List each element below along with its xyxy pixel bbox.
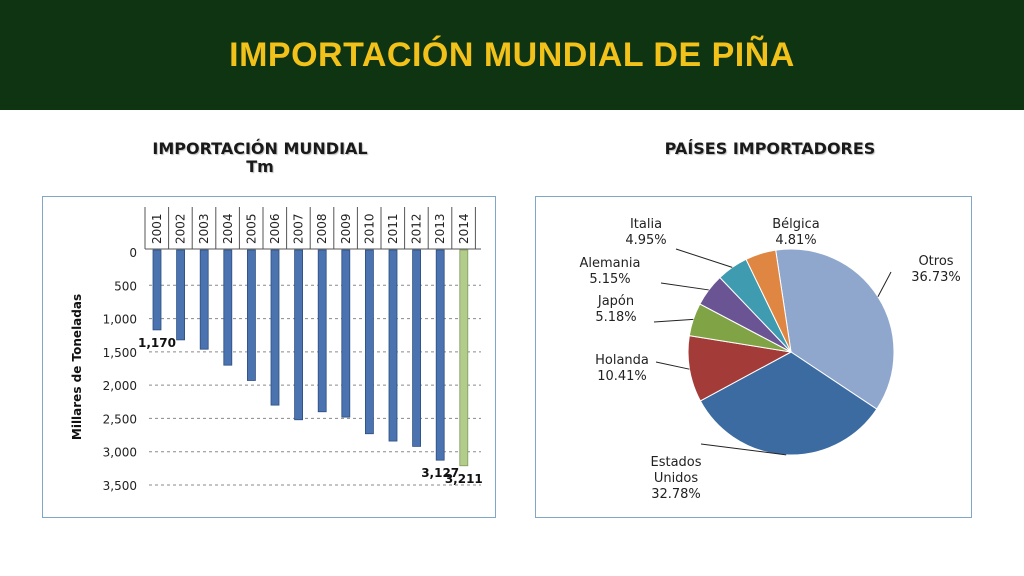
bar-2012 (412, 249, 422, 447)
leader-line (660, 282, 709, 291)
x-tick-label: 2008 (315, 213, 329, 244)
right-chart-subtitle: PAÍSES IMPORTADORES (664, 139, 876, 158)
x-tick-label: 2007 (292, 213, 306, 244)
y-tick-label: 1,500 (103, 346, 137, 360)
bar-2004 (223, 249, 233, 366)
bar-chart-panel: 0 500 1,000 1,500 2,000 2,500 3,000 3,500 2001 20… (42, 196, 496, 518)
bar-2007 (294, 249, 304, 421)
pie-slice-otros (775, 248, 895, 410)
bar-2013 (435, 249, 445, 461)
x-tick-label: 2006 (268, 213, 282, 244)
x-tick-label: 2001 (150, 213, 164, 244)
x-tick-label: 2002 (174, 213, 188, 244)
slice-label: Otros (918, 254, 953, 269)
y-tick-label: 500 (114, 279, 137, 293)
y-tick-label: 3,500 (103, 479, 137, 493)
y-tick-label: 1,000 (103, 313, 137, 327)
slice-percent: 10.41% (597, 369, 647, 384)
slice-label: Japón (597, 294, 634, 309)
bar-2001 (152, 249, 162, 331)
slice-label: Italia (630, 217, 662, 232)
slide-title: IMPORTACIÓN MUNDIAL DE PIÑA (229, 35, 795, 74)
bar-2011 (388, 249, 398, 442)
bar-2010 (364, 249, 374, 435)
bar-2008 (317, 249, 327, 413)
bar-chart: 0 500 1,000 1,500 2,000 2,500 3,000 3,500 2001 20… (70, 207, 483, 493)
x-tick-label: 2010 (362, 213, 376, 244)
slice-label: Unidos (654, 471, 699, 486)
leader-line (700, 443, 787, 456)
bar-2014 (459, 249, 469, 467)
slice-label: Alemania (580, 256, 641, 271)
data-label-2014: 3,211 (445, 472, 483, 486)
x-tick-label: 2014 (457, 213, 471, 244)
pie-slice-estados-unidos (699, 351, 878, 456)
bar-2006 (270, 249, 280, 406)
y-axis-label: Millares de Toneladas (70, 294, 84, 440)
leader-line (653, 318, 694, 323)
y-tick-label: 2,000 (103, 379, 137, 393)
x-tick-label: 2011 (386, 213, 400, 244)
x-tick-label: 2005 (244, 213, 258, 244)
slice-label: Holanda (595, 353, 649, 368)
slice-percent: 4.95% (625, 233, 666, 248)
pie-slice-bélgica (745, 249, 792, 353)
x-tick-label: 2003 (197, 213, 211, 244)
leader-line (877, 271, 892, 297)
bar-2005 (246, 249, 256, 381)
slice-percent: 36.73% (911, 270, 961, 285)
bar-2003 (199, 249, 209, 350)
data-label-2013: 3,127 (421, 466, 459, 480)
y-tick-label: 2,500 (103, 412, 137, 426)
y-tick-label: 0 (129, 246, 137, 260)
leader-line (675, 248, 733, 268)
data-label-2001: 1,170 (138, 336, 176, 350)
left-subtitle-line1: IMPORTACIÓN MUNDIAL (152, 139, 368, 158)
slice-label: Estados (650, 455, 701, 470)
slice-percent: 4.81% (775, 233, 816, 248)
x-tick-label: 2013 (433, 213, 447, 244)
bar-2002 (176, 249, 186, 341)
slice-percent: 5.18% (595, 310, 636, 325)
left-chart-subtitle: IMPORTACIÓN MUNDIAL Tm (110, 140, 410, 176)
pie-chart-panel: Otros 36.73% Estados Unidos 32.78% Holanda 10.… (535, 196, 972, 518)
slice-percent: 32.78% (651, 487, 701, 502)
title-banner: IMPORTACIÓN MUNDIAL DE PIÑA (0, 0, 1024, 110)
y-tick-label: 3,000 (103, 446, 137, 460)
slice-percent: 5.15% (589, 272, 630, 287)
left-subtitle-line2: Tm (246, 157, 274, 176)
leader-line (655, 361, 690, 370)
slice-label: Bélgica (772, 217, 820, 232)
bar-2009 (341, 249, 351, 418)
x-tick-label: 2012 (410, 213, 424, 244)
x-tick-label: 2004 (221, 213, 235, 244)
x-tick-label: 2009 (339, 213, 353, 244)
